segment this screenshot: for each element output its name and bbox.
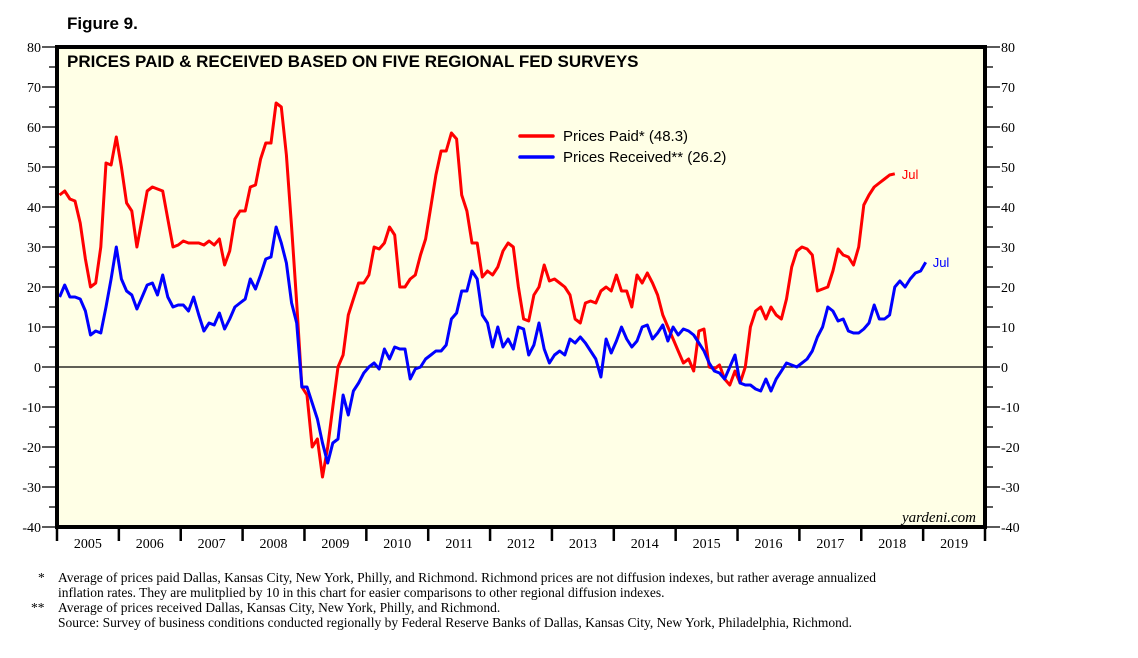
x-tick-label: 2013 (569, 537, 597, 552)
x-tick-label: 2012 (507, 537, 535, 552)
series-end-label: Jul (902, 167, 919, 182)
y-tick-label-right: 10 (1001, 321, 1015, 336)
x-tick-label: 2008 (260, 537, 288, 552)
x-tick-label: 2015 (693, 537, 721, 552)
series-layer: Jul Jul (58, 101, 950, 479)
y-tick-label-left: -30 (22, 481, 41, 496)
y-tick-label-left: 0 (34, 361, 41, 376)
x-tick-label: 2006 (136, 537, 164, 552)
x-tick-label: 2018 (878, 537, 906, 552)
x-tick-label: 2014 (631, 537, 659, 552)
series-end-label: Jul (933, 255, 950, 270)
y-tick-label-left: 20 (27, 281, 41, 296)
y-tick-label-right: 40 (1001, 201, 1015, 216)
left-y-axis: -40 -30 -20 -10 0 10 20 30 40 50 60 70 80 (22, 41, 57, 536)
footnote-mark: ** (31, 600, 45, 615)
legend: Prices Paid* (48.3) Prices Received** (26… (518, 128, 726, 166)
y-tick-label-left: -20 (22, 441, 41, 456)
y-tick-label-left: -10 (22, 401, 41, 416)
plot-area (57, 47, 985, 527)
footnote-line: Source: Survey of business conditions co… (58, 615, 852, 630)
footnote-line: Average of prices paid Dallas, Kansas Ci… (58, 570, 877, 585)
y-tick-label-right: 50 (1001, 161, 1015, 176)
y-tick-label-left: 10 (27, 321, 41, 336)
figure-label: Figure 9. (67, 14, 138, 33)
y-tick-label-left: 60 (27, 121, 41, 136)
footnote-line: inflation rates. They are mulitplied by … (58, 585, 665, 600)
chart-title: PRICES PAID & RECEIVED BASED ON FIVE REG… (67, 52, 639, 71)
y-tick-label-right: 0 (1001, 361, 1008, 376)
legend-label: Prices Paid* (48.3) (563, 128, 688, 145)
y-tick-label-right: 20 (1001, 281, 1015, 296)
x-tick-label: 2019 (940, 537, 968, 552)
y-tick-label-left: 40 (27, 201, 41, 216)
plot-frame (55, 45, 987, 529)
x-tick-label: 2009 (321, 537, 349, 552)
y-tick-label-right: 70 (1001, 81, 1015, 96)
y-tick-label-left: 30 (27, 241, 41, 256)
x-tick-label: 2007 (198, 537, 226, 552)
x-axis: 2005 2006 2007 2008 2009 2010 2011 2012 2013 2014… (55, 527, 987, 552)
y-tick-label-right: -40 (1001, 521, 1020, 536)
series-line-prices-paid (58, 101, 896, 479)
footnote-mark: * (38, 570, 45, 585)
y-tick-label-right: 30 (1001, 241, 1015, 256)
watermark: yardeni.com (900, 510, 976, 526)
y-tick-label-left: 50 (27, 161, 41, 176)
x-tick-label: 2010 (383, 537, 411, 552)
y-tick-label-left: 70 (27, 81, 41, 96)
y-tick-label-right: -30 (1001, 481, 1020, 496)
series-line-prices-received (58, 225, 927, 465)
right-y-axis: -40 -30 -20 -10 0 10 20 30 40 50 60 70 80 (985, 41, 1020, 536)
x-tick-label: 2005 (74, 537, 102, 552)
x-tick-label: 2011 (445, 537, 472, 552)
y-tick-label-left: -40 (22, 521, 41, 536)
x-tick-label: 2016 (754, 537, 782, 552)
y-tick-label-right: 80 (1001, 41, 1015, 56)
y-tick-label-right: -20 (1001, 441, 1020, 456)
legend-label: Prices Received** (26.2) (563, 149, 726, 166)
y-tick-label-right: -10 (1001, 401, 1020, 416)
y-tick-label-right: 60 (1001, 121, 1015, 136)
footnote-line: Average of prices received Dallas, Kansa… (58, 600, 501, 615)
x-tick-label: 2017 (816, 537, 844, 552)
y-tick-label-left: 80 (27, 41, 41, 56)
